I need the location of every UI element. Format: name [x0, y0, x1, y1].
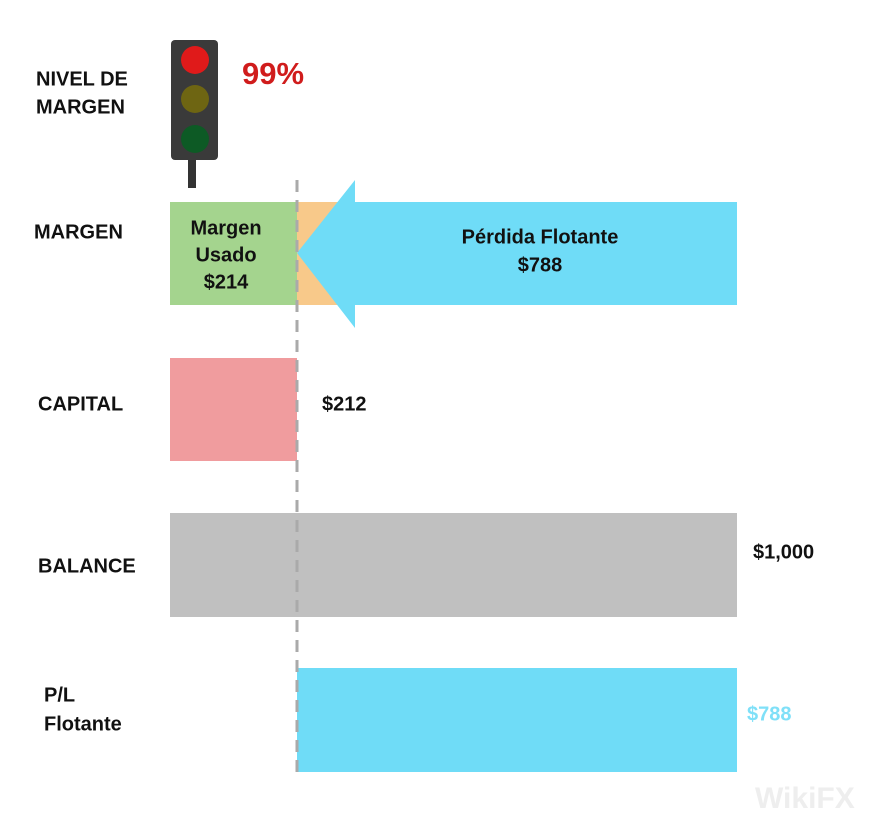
- row-label: P/L: [44, 684, 75, 706]
- used-text: Margen: [190, 217, 261, 239]
- traffic-light: [171, 40, 218, 188]
- title-line: NIVEL DE: [36, 68, 128, 90]
- row-label: MARGEN: [34, 221, 123, 243]
- margin-level: 99%: [242, 56, 304, 91]
- row-value: $212: [322, 393, 367, 415]
- loss-arrow: [297, 180, 737, 328]
- row-label: Flotante: [44, 713, 122, 735]
- loss-text: $788: [518, 254, 563, 276]
- title-line: MARGEN: [36, 96, 125, 118]
- row-value: $1,000: [753, 541, 814, 563]
- loss-text: Pérdida Flotante: [462, 226, 619, 248]
- balance-box: [170, 513, 737, 617]
- used-text: $214: [204, 271, 249, 293]
- row-label: BALANCE: [38, 555, 136, 577]
- watermark: WikiFX: [755, 782, 855, 815]
- used-text: Usado: [195, 244, 256, 266]
- row-value: $788: [747, 703, 792, 725]
- row-label: CAPITAL: [38, 393, 123, 415]
- pl-box: [297, 668, 737, 772]
- capital-box: [170, 358, 297, 461]
- used-margin-box: [170, 202, 297, 305]
